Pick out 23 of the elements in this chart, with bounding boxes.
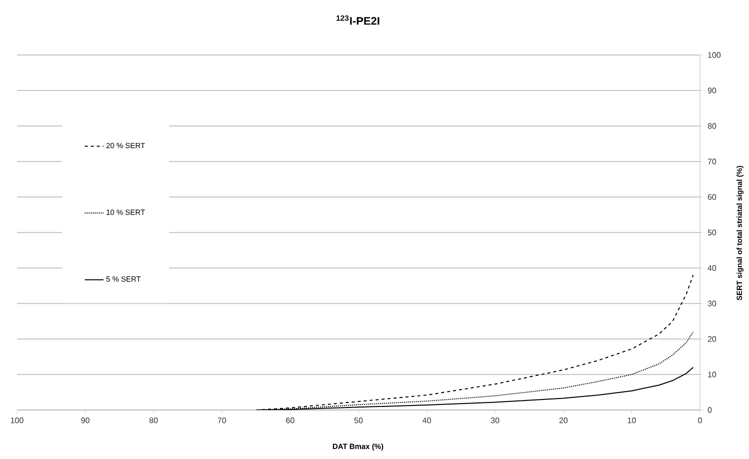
x-tick-label: 20 — [559, 418, 568, 424]
y-tick-label: 30 — [708, 300, 716, 306]
x-tick-label: 0 — [698, 418, 702, 424]
x-tick-label: 90 — [81, 418, 90, 424]
y-tick-label: 100 — [708, 52, 721, 58]
x-tick-label: 30 — [490, 418, 500, 424]
x-tick-label: 70 — [218, 418, 226, 424]
x-tick-label: 60 — [286, 418, 294, 424]
x-tick-label: 40 — [422, 418, 431, 424]
y-tick-label: 80 — [708, 123, 716, 129]
y-tick-label: 70 — [708, 158, 716, 164]
y-tick-label: 40 — [708, 265, 716, 271]
y-tick-label: 90 — [708, 88, 716, 94]
y-tick-label: 60 — [708, 194, 716, 200]
x-tick-label: 80 — [149, 418, 158, 424]
x-tick-label: 100 — [10, 418, 24, 424]
chart-title: $^{123}$I-PE2I — [336, 15, 380, 25]
y-tick-label: 0 — [708, 407, 712, 413]
y-tick-label: 20 — [708, 336, 716, 342]
x-tick-label: 10 — [628, 418, 636, 424]
x-tick-label: 50 — [354, 418, 363, 424]
y-tick-label: 10 — [708, 372, 716, 378]
y-tick-label: 50 — [708, 230, 716, 236]
